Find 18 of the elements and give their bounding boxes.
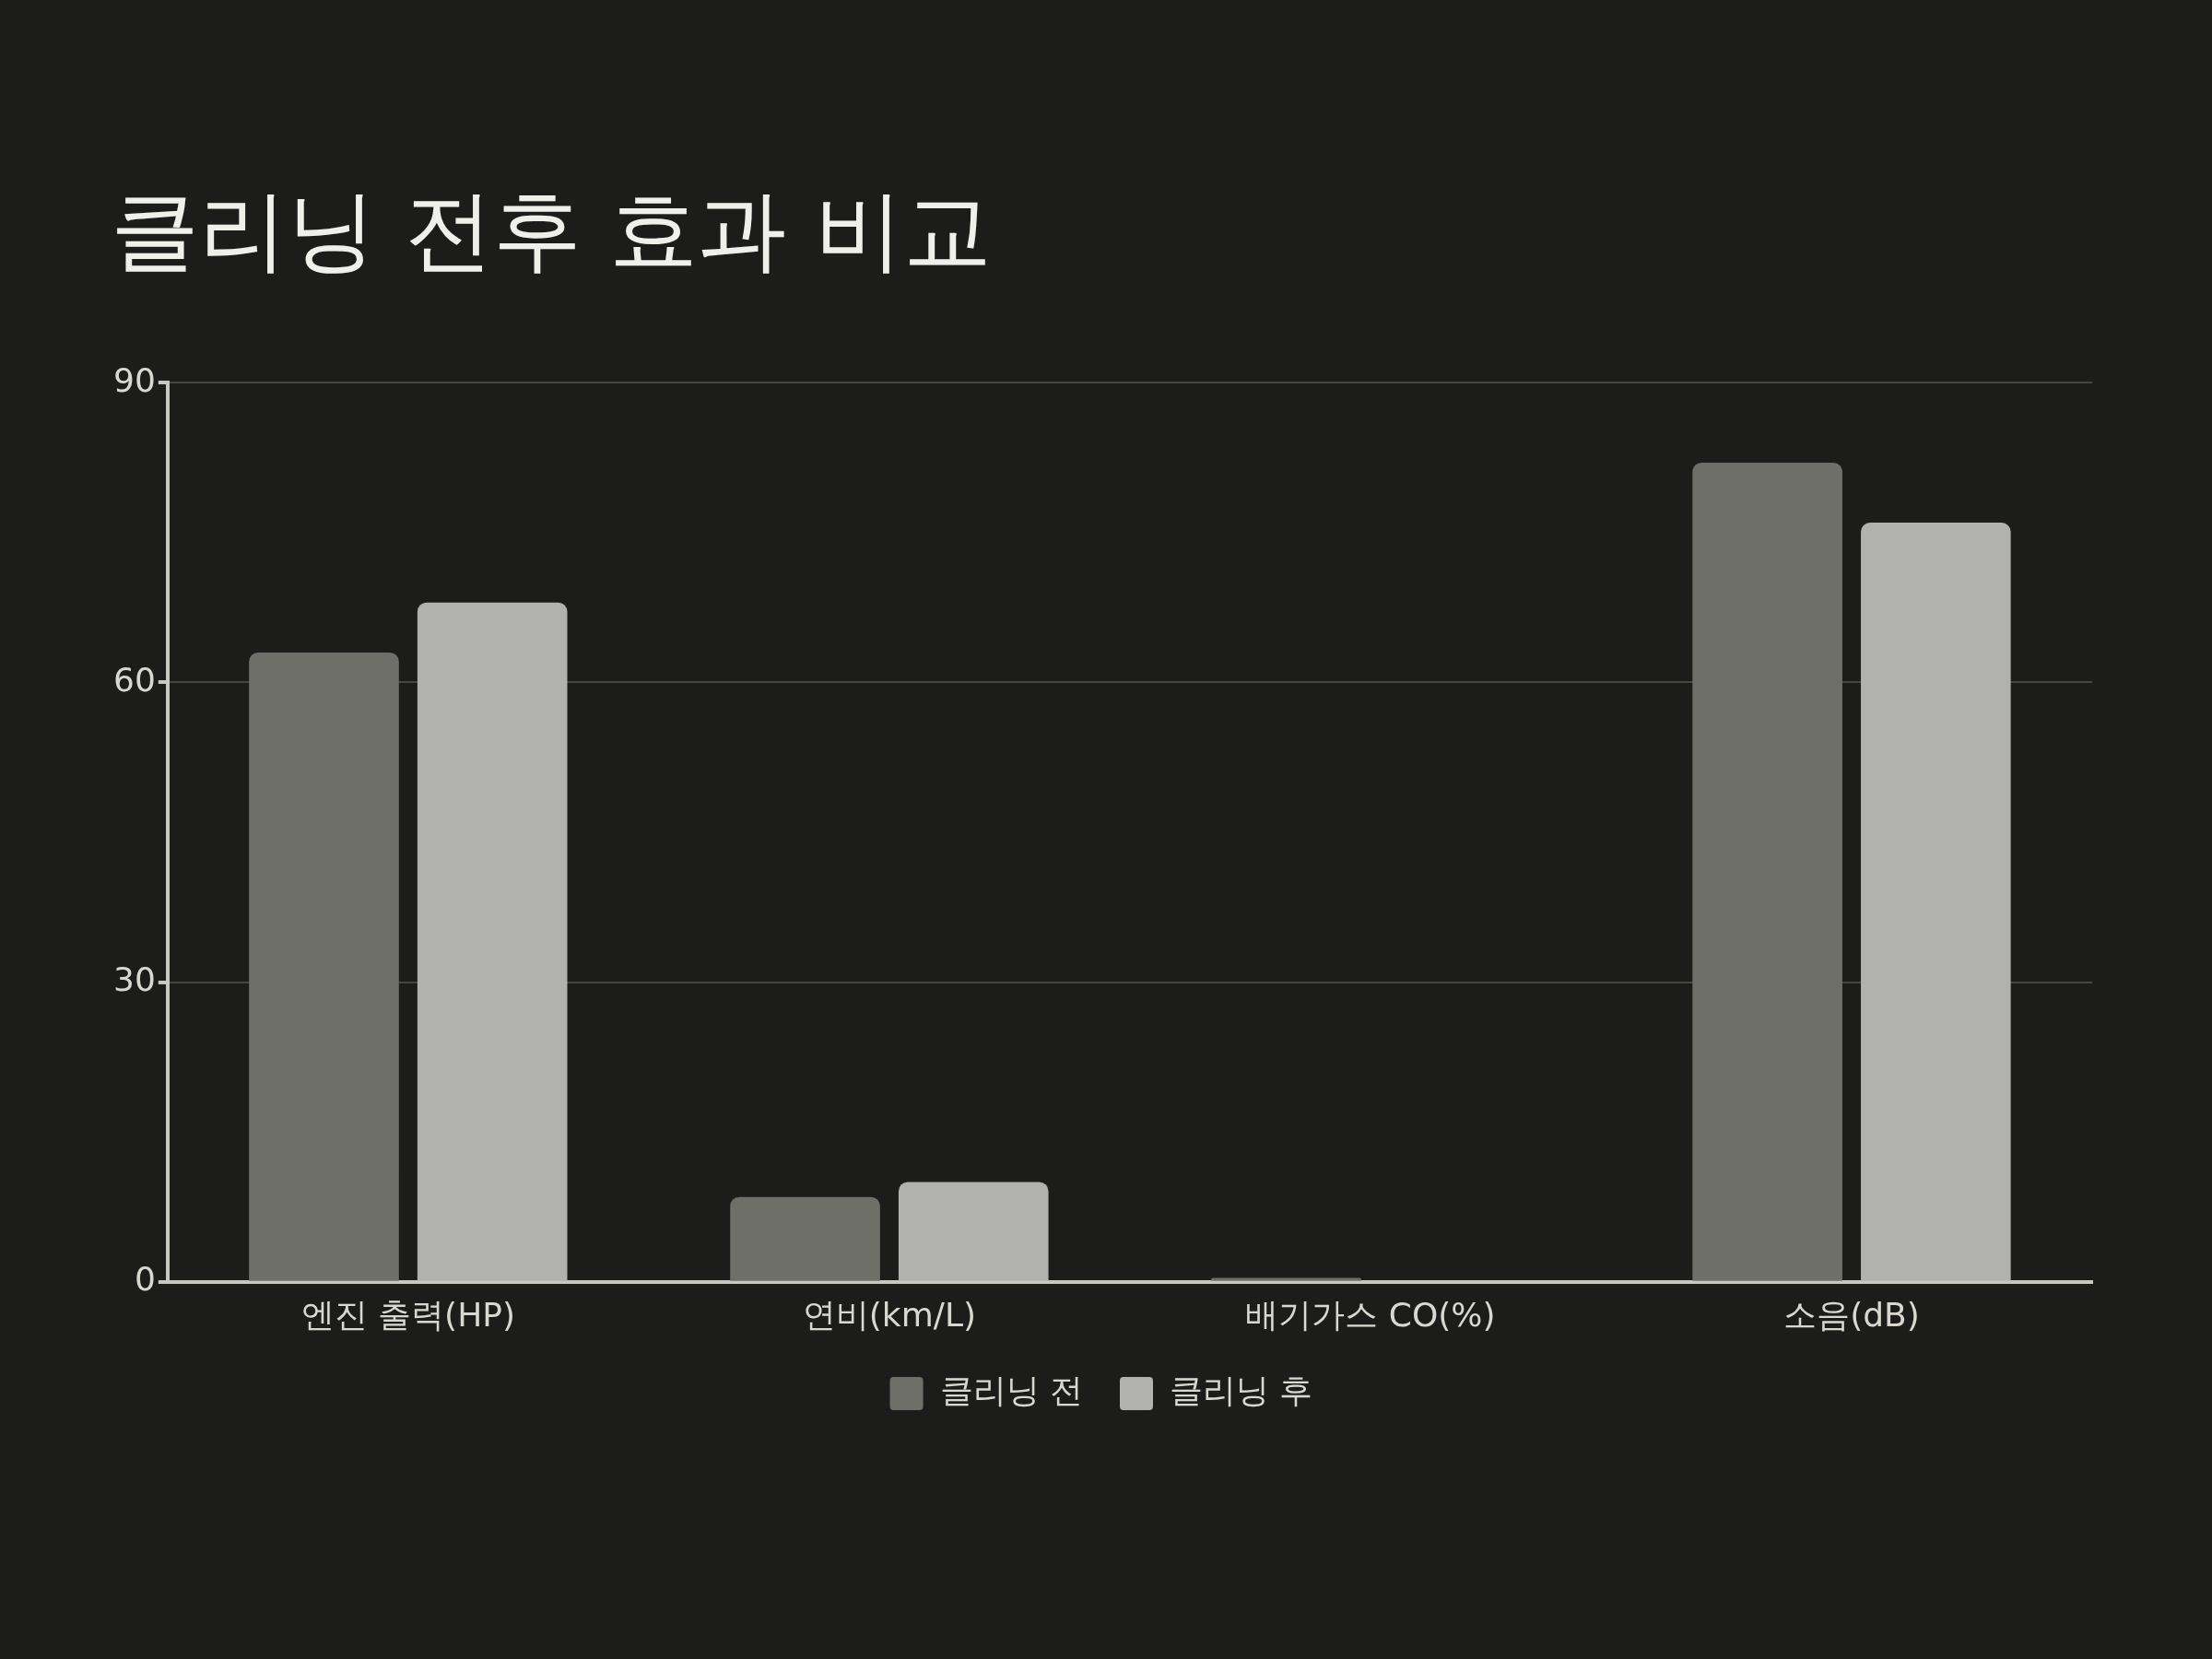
y-tick-label: 60 (113, 660, 156, 699)
x-tick-label: 엔진 출력(HP) (300, 1295, 515, 1334)
legend-label: 클리닝 전 (939, 1371, 1084, 1410)
chart-title: 클리닝 전후 효과 비교 (111, 178, 992, 282)
bar (898, 1182, 1049, 1281)
bar (249, 652, 399, 1281)
x-tick-label: 배기가스 CO(%) (1245, 1295, 1496, 1334)
bar (1211, 1277, 1361, 1281)
bar (1692, 462, 1842, 1281)
x-tick-label: 연비(km/L) (802, 1295, 976, 1334)
legend-label: 클리닝 후 (1170, 1371, 1313, 1410)
bar (730, 1196, 880, 1281)
y-tick-label: 30 (113, 959, 156, 998)
y-tick-label: 0 (134, 1260, 156, 1299)
y-tick-label: 90 (113, 360, 156, 399)
bar (1861, 522, 2011, 1281)
bar (417, 602, 568, 1281)
x-tick-label: 소음(dB) (1783, 1295, 1920, 1334)
